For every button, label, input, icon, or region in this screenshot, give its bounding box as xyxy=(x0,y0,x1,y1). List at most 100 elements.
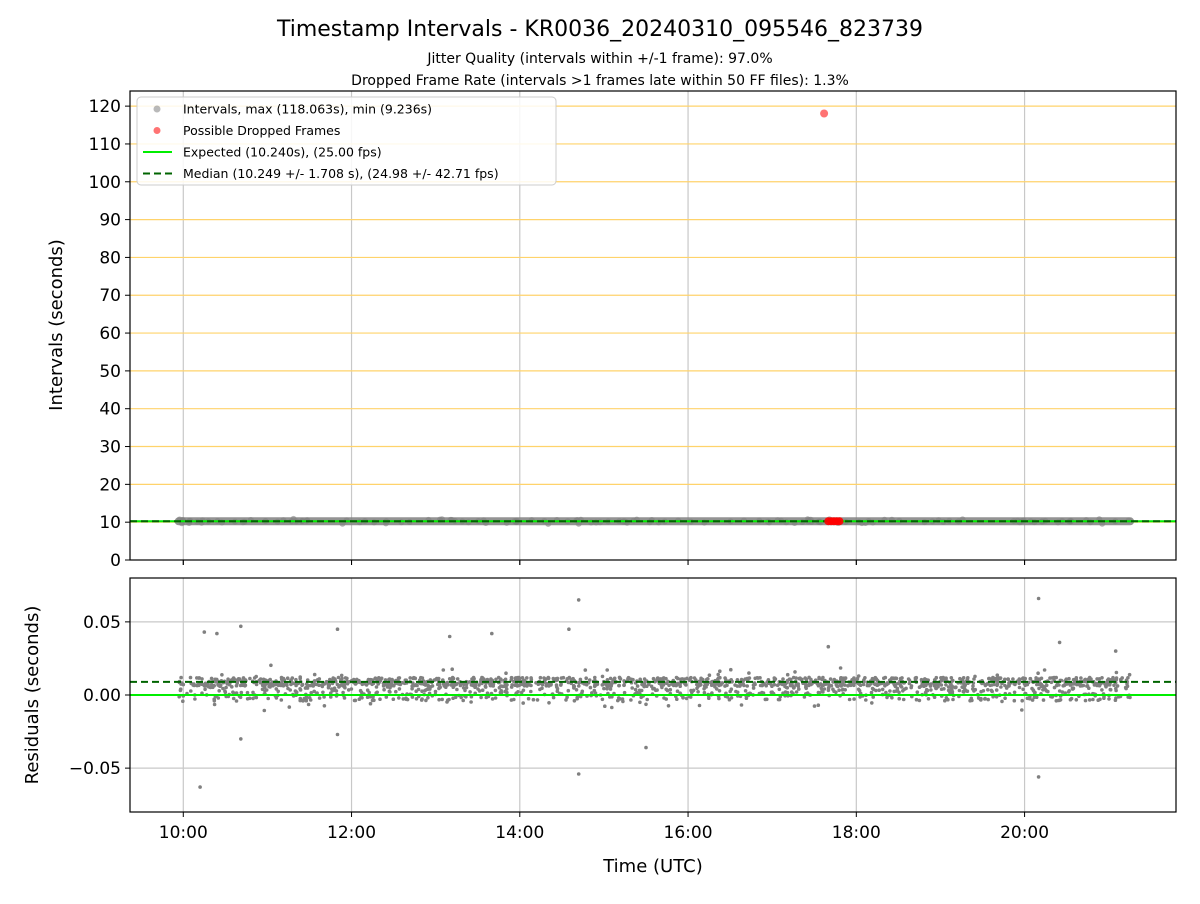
residual-point xyxy=(321,690,325,695)
residual-point xyxy=(843,676,848,680)
bottom-y-tick-label: 0.00 xyxy=(83,686,121,706)
residual-point xyxy=(433,689,438,694)
residual-point xyxy=(273,682,278,687)
residual-point xyxy=(838,666,843,670)
residual-point xyxy=(934,686,938,691)
residual-point xyxy=(605,678,610,682)
residual-point xyxy=(1058,698,1063,702)
residual-point xyxy=(675,697,679,701)
residual-point xyxy=(995,683,999,688)
residual-point xyxy=(999,685,1003,689)
residual-point xyxy=(702,690,707,695)
residual-point xyxy=(1057,689,1062,693)
residual-point xyxy=(901,689,905,693)
residual-point xyxy=(826,682,831,686)
residual-point xyxy=(315,682,319,687)
residual-point xyxy=(394,689,398,694)
residual-point xyxy=(647,682,651,687)
bottom-plot-frame xyxy=(129,577,1177,813)
residual-point xyxy=(626,675,631,680)
residual-point xyxy=(986,688,990,692)
residual-point xyxy=(408,676,413,680)
residual-point xyxy=(522,679,527,683)
residual-point xyxy=(608,687,613,691)
residual-point xyxy=(1112,683,1116,687)
residual-point xyxy=(374,685,379,689)
residual-point xyxy=(1087,698,1092,702)
residual-point xyxy=(629,677,634,682)
top-y-tick-label: 30 xyxy=(99,438,121,458)
residual-point xyxy=(960,685,964,689)
top-y-tick-label: 0 xyxy=(110,551,121,571)
residual-point xyxy=(525,676,529,680)
residual-point xyxy=(260,683,265,688)
residual-point xyxy=(317,696,322,700)
residual-point xyxy=(480,688,485,692)
residual-point xyxy=(551,695,556,700)
residual-point xyxy=(600,683,605,687)
residual-point xyxy=(276,689,281,694)
residual-point xyxy=(600,697,605,702)
residual-point xyxy=(639,695,643,700)
residual-point xyxy=(554,685,559,689)
residual-point xyxy=(304,695,309,699)
residual-point xyxy=(649,684,654,689)
residual-point xyxy=(701,677,705,682)
residual-point xyxy=(274,687,279,691)
residual-point xyxy=(816,682,820,686)
residual-point xyxy=(519,690,524,695)
residual-point xyxy=(425,687,430,691)
residual-point xyxy=(1035,682,1039,687)
residual-point xyxy=(231,696,236,701)
residual-point xyxy=(678,677,683,682)
residual-point xyxy=(405,697,410,702)
residual-point xyxy=(867,683,871,688)
residual-point xyxy=(477,689,482,693)
residual-point xyxy=(464,682,469,687)
legend-marker xyxy=(153,105,161,113)
residual-point xyxy=(345,679,349,684)
residual-point xyxy=(512,679,516,684)
residual-point xyxy=(447,697,451,702)
residual-point xyxy=(735,678,740,682)
residual-point xyxy=(821,675,825,680)
residual-point xyxy=(839,677,843,681)
residual-point xyxy=(689,688,693,693)
residual-point xyxy=(728,689,732,694)
residual-point xyxy=(770,690,774,694)
residual-outlier-point xyxy=(198,785,202,789)
residual-point xyxy=(936,682,941,686)
residual-point xyxy=(266,696,271,701)
residual-point xyxy=(797,687,801,691)
residual-point xyxy=(1069,696,1074,701)
top-y-tick-label: 90 xyxy=(99,211,121,231)
residual-point xyxy=(1085,684,1090,688)
residual-point xyxy=(618,697,622,701)
residual-point xyxy=(739,703,744,707)
residual-point xyxy=(1030,698,1035,702)
residual-point xyxy=(382,687,386,692)
residual-point xyxy=(870,701,874,705)
residual-point xyxy=(785,690,790,695)
residual-point xyxy=(592,688,597,693)
residual-point xyxy=(306,683,311,688)
residual-point xyxy=(817,676,821,681)
legend-label: Intervals, max (118.063s), min (9.236s) xyxy=(183,102,432,117)
residual-point xyxy=(1028,677,1033,681)
residual-point xyxy=(892,689,896,694)
chart-subtitle-dropped: Dropped Frame Rate (intervals >1 frames … xyxy=(351,73,849,89)
residual-point xyxy=(326,682,331,687)
residual-outlier-point xyxy=(826,644,831,649)
residual-point xyxy=(1041,698,1046,702)
residual-point xyxy=(566,680,571,685)
residual-point xyxy=(1114,676,1119,680)
residual-point xyxy=(861,682,866,687)
residual-point xyxy=(705,682,710,686)
residual-point xyxy=(803,676,807,680)
residual-point xyxy=(391,697,396,701)
residual-point xyxy=(687,678,692,682)
residual-point xyxy=(472,677,476,681)
residual-point xyxy=(583,668,588,672)
residual-point xyxy=(370,698,375,703)
residual-point xyxy=(525,684,529,688)
